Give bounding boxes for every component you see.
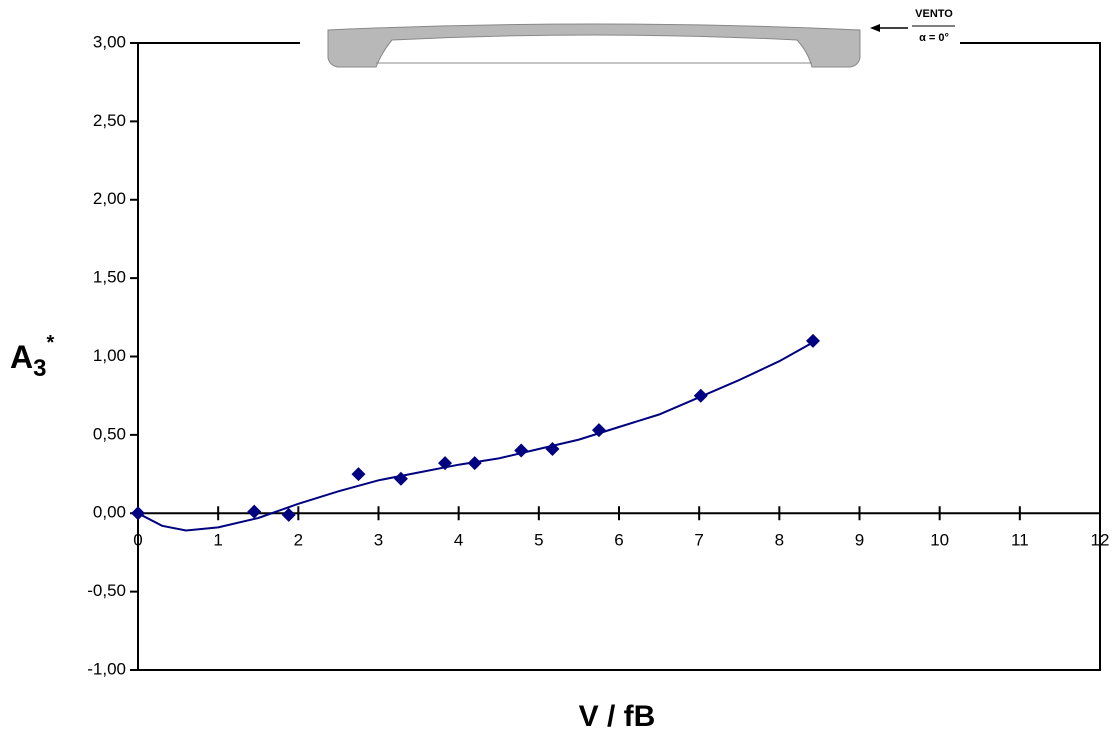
inset-angle: α = 0°: [919, 32, 949, 44]
x-tick-label: 0: [133, 531, 142, 550]
y-axis-label-main: A: [10, 339, 33, 375]
y-tick-label: 1,50: [93, 268, 126, 287]
data-point: [545, 441, 560, 456]
y-tick-label: 0,50: [93, 424, 126, 443]
x-tick-label: 3: [374, 531, 383, 550]
y-tick-label: -1,00: [87, 659, 126, 678]
data-point: [467, 456, 482, 471]
inset: VENTO α = 0°: [300, 0, 960, 76]
data-point: [131, 506, 145, 521]
data-point: [247, 504, 262, 519]
x-tick-label: 6: [614, 531, 623, 550]
x-tick-label: 1: [213, 531, 222, 550]
wind-arrowhead: [870, 24, 880, 32]
y-tick-label: 2,50: [93, 111, 126, 130]
y-axis-label-sup: *: [46, 332, 54, 354]
deck-section: [327, 23, 861, 68]
data-point: [281, 507, 296, 522]
data-point: [591, 423, 606, 438]
x-tick-label: 4: [454, 531, 463, 550]
y-axis-label: A3*: [10, 332, 54, 382]
y-tick-label: -0,50: [87, 581, 126, 600]
x-tick-label: 7: [694, 531, 703, 550]
y-tick-label: 0,00: [93, 503, 126, 522]
x-tick-label: 12: [1091, 531, 1110, 550]
x-tick-label: 9: [855, 531, 864, 550]
trend-line: [137, 341, 814, 532]
data-point: [806, 333, 821, 348]
y-tick-label: 1,00: [93, 346, 126, 365]
x-axis-label: V / fB: [579, 700, 656, 733]
data-point: [438, 456, 453, 471]
x-tick-label: 11: [1011, 531, 1029, 550]
plot-frame: [137, 42, 1101, 671]
y-tick-label: 2,00: [93, 189, 126, 208]
x-tick-label: 8: [775, 531, 784, 550]
x-tick-label: 10: [930, 531, 949, 550]
data-point: [693, 388, 708, 403]
data-point: [393, 471, 408, 486]
data-point: [351, 467, 366, 482]
data-point: [514, 443, 529, 458]
inset-label: VENTO: [915, 8, 953, 20]
y-tick-label: 3,00: [93, 32, 126, 51]
x-tick-label: 2: [294, 531, 303, 550]
x-tick-label: 5: [534, 531, 543, 550]
y-axis-label-sub: 3: [33, 355, 46, 382]
